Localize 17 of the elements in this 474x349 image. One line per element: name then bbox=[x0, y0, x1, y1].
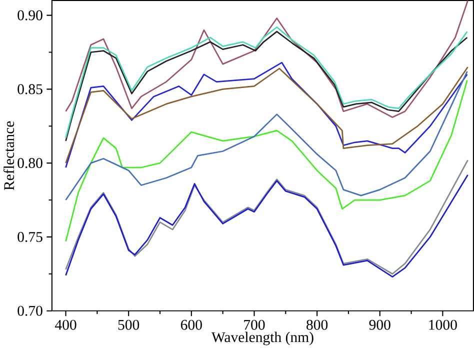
x-tick-label: 600 bbox=[180, 320, 202, 330]
y-tick-label: 0.70 bbox=[18, 306, 42, 316]
line-series bbox=[65, 70, 468, 201]
x-tick-label: 900 bbox=[369, 320, 390, 330]
x-axis-title: Wavelength (nm) bbox=[211, 332, 314, 346]
line-series bbox=[65, 80, 468, 242]
y-axis-title: Reflectance bbox=[4, 121, 14, 190]
x-tick-label: 800 bbox=[306, 320, 328, 330]
y-tick-label: 0.80 bbox=[18, 158, 42, 168]
x-tick-label: 1000 bbox=[429, 320, 457, 330]
x-tick-label: 500 bbox=[118, 320, 140, 330]
x-tick-label: 700 bbox=[244, 320, 265, 330]
y-tick-label: 0.75 bbox=[18, 232, 42, 242]
y-tick-label: 0.90 bbox=[18, 10, 42, 20]
x-tick-label: 400 bbox=[54, 320, 76, 330]
y-tick-label: 0.85 bbox=[18, 84, 42, 94]
line-series bbox=[65, 0, 468, 118]
